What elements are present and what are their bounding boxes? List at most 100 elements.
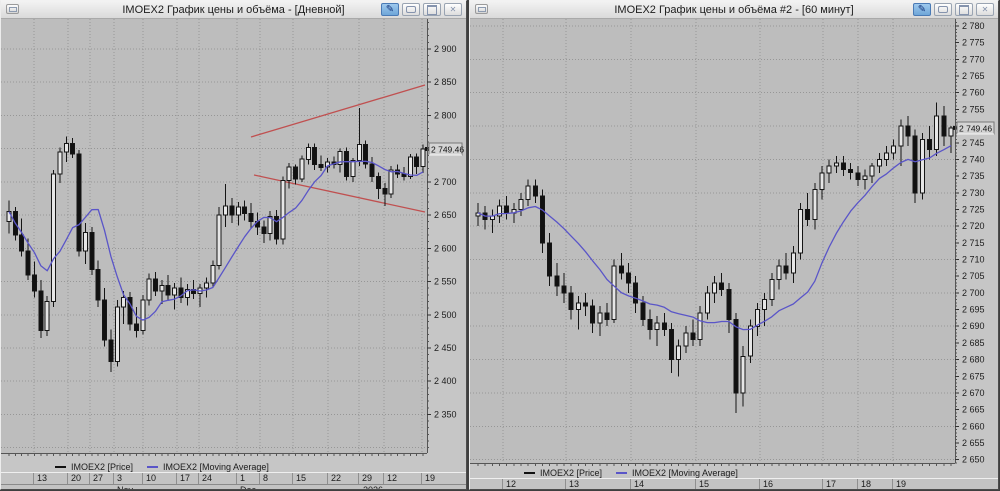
svg-text:2 700: 2 700	[962, 288, 985, 298]
svg-text:2 685: 2 685	[962, 338, 985, 348]
titlebar[interactable]: IMOEX2 График цены и объёма #2 - [60 мин…	[470, 1, 998, 19]
svg-text:2 650: 2 650	[962, 455, 985, 465]
svg-text:2 780: 2 780	[962, 21, 985, 31]
legend-label: IMOEX2 [Moving Average]	[632, 467, 738, 478]
x-axis-day-label: 24	[202, 473, 213, 483]
minimize-icon	[406, 6, 416, 13]
svg-text:2 760: 2 760	[962, 88, 985, 98]
svg-text:2 400: 2 400	[434, 376, 457, 386]
minimize-icon	[938, 6, 948, 13]
chart-window-daily: IMOEX2 График цены и объёма - [Дневной] …	[0, 0, 467, 490]
svg-text:2 725: 2 725	[962, 205, 985, 215]
svg-text:2 715: 2 715	[962, 238, 985, 248]
x-axis-separator	[695, 479, 696, 489]
candlestick-chart-daily[interactable]: 2 350 2 400 2 450 2 500 2 550 2 600 2 650 2 700…	[1, 19, 466, 461]
x-axis-day-label: 1	[240, 473, 246, 483]
minimize-button[interactable]	[934, 3, 952, 16]
svg-text:2 500: 2 500	[434, 310, 457, 320]
x-axis-separator	[565, 479, 566, 489]
x-axis-separator	[383, 473, 384, 484]
svg-text:2 695: 2 695	[962, 305, 985, 315]
x-axis-day-label: 13	[569, 479, 580, 489]
window-title: IMOEX2 График цены и объёма #2 - [60 мин…	[614, 3, 854, 16]
svg-text:2 755: 2 755	[962, 104, 985, 114]
svg-text:2 600: 2 600	[434, 243, 457, 253]
svg-text:2 350: 2 350	[434, 410, 457, 420]
x-axis-separator	[198, 473, 199, 484]
legend-item-price: IMOEX2 [Price]	[524, 468, 602, 478]
svg-text:2 850: 2 850	[434, 77, 457, 87]
x-axis-day-label: 17	[180, 473, 191, 483]
x-axis-day-label: 12	[506, 479, 517, 489]
x-axis-separator	[292, 473, 293, 484]
x-axis-separator	[67, 473, 68, 484]
svg-text:2 740: 2 740	[962, 154, 985, 164]
edit-pencil-button[interactable]: ✎	[913, 3, 931, 16]
candlestick-chart-hourly[interactable]: 2 650 2 655 2 660 2 665 2 670 2 675 2 680 2 685…	[470, 19, 998, 467]
svg-text:2 660: 2 660	[962, 421, 985, 431]
x-axis-separator	[259, 473, 260, 484]
x-axis-separator	[857, 479, 858, 489]
x-axis-days[interactable]: 12 13 14 15 16 17 18 19	[470, 478, 998, 489]
x-axis-month-label: Dec	[240, 485, 257, 490]
svg-text:2 680: 2 680	[962, 355, 985, 365]
svg-text:2 720: 2 720	[962, 221, 985, 231]
x-axis-day-label: 13	[37, 473, 48, 483]
window-icon[interactable]	[475, 4, 488, 14]
pencil-icon: ✎	[385, 3, 395, 15]
x-axis-separator	[822, 479, 823, 489]
x-axis-day-label: 29	[362, 473, 373, 483]
x-axis-day-label: 16	[763, 479, 774, 489]
x-axis-day-label: 12	[387, 473, 398, 483]
x-axis-day-label: 22	[331, 473, 342, 483]
chart-legend: IMOEX2 [Price] IMOEX2 [Moving Average]	[1, 461, 466, 472]
close-button[interactable]: ✕	[444, 3, 462, 16]
svg-text:2 670: 2 670	[962, 388, 985, 398]
maximize-icon	[427, 4, 437, 15]
x-axis-separator	[421, 473, 422, 484]
x-axis-months: Nov Dec 2026	[1, 485, 466, 490]
x-axis-separator	[89, 473, 90, 484]
svg-text:2 705: 2 705	[962, 271, 985, 281]
window-icon[interactable]	[6, 4, 19, 14]
svg-text:2 749.46: 2 749.46	[431, 145, 464, 155]
minimize-button[interactable]	[402, 3, 420, 16]
maximize-button[interactable]	[955, 3, 973, 16]
close-button[interactable]: ✕	[976, 3, 994, 16]
x-axis-day-label: 14	[634, 479, 645, 489]
x-axis-day-label: 8	[263, 473, 269, 483]
x-axis-month-label: Nov	[117, 485, 134, 490]
maximize-button[interactable]	[423, 3, 441, 16]
svg-text:2 749.46: 2 749.46	[959, 123, 992, 133]
x-axis-separator	[33, 473, 34, 484]
chart-window-hourly: IMOEX2 График цены и объёма #2 - [60 мин…	[469, 0, 999, 490]
svg-text:2 450: 2 450	[434, 343, 457, 353]
legend-item-ma: IMOEX2 [Moving Average]	[147, 462, 269, 472]
svg-text:2 690: 2 690	[962, 321, 985, 331]
svg-text:2 550: 2 550	[434, 277, 457, 287]
price-line-swatch	[524, 471, 535, 474]
ma-line-swatch	[616, 471, 628, 474]
x-axis-separator	[630, 479, 631, 489]
x-axis-day-label: 17	[826, 479, 837, 489]
x-axis-separator	[358, 473, 359, 484]
titlebar[interactable]: IMOEX2 График цены и объёма - [Дневной] …	[1, 1, 466, 19]
x-axis-day-label: 20	[71, 473, 82, 483]
x-axis-separator	[327, 473, 328, 484]
svg-text:2 655: 2 655	[962, 438, 985, 448]
x-axis-day-label: 27	[93, 473, 104, 483]
x-axis-separator	[176, 473, 177, 484]
svg-text:2 775: 2 775	[962, 38, 985, 48]
svg-text:2 900: 2 900	[434, 44, 457, 54]
svg-text:2 765: 2 765	[962, 71, 985, 81]
svg-text:2 675: 2 675	[962, 371, 985, 381]
x-axis-day-label: 15	[296, 473, 307, 483]
edit-pencil-button[interactable]: ✎	[381, 3, 399, 16]
legend-label: IMOEX2 [Price]	[71, 461, 134, 472]
x-axis-day-label: 10	[146, 473, 157, 483]
x-axis-days[interactable]: 13 20 27 3 10 17 24 1 8 15 22 29 12 19	[1, 472, 466, 485]
svg-text:2 770: 2 770	[962, 54, 985, 64]
x-axis-day-label: 3	[117, 473, 123, 483]
legend-item-ma: IMOEX2 [Moving Average]	[616, 468, 738, 478]
x-axis-day-label: 15	[699, 479, 710, 489]
